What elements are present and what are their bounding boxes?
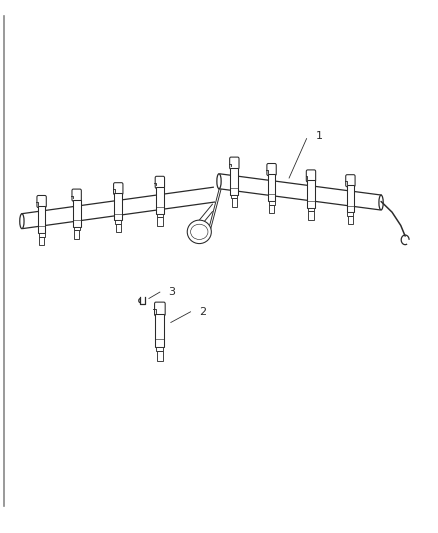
Bar: [307, 180, 315, 208]
Text: 1: 1: [315, 131, 322, 141]
Polygon shape: [21, 187, 215, 229]
Bar: [156, 187, 164, 214]
FancyBboxPatch shape: [346, 175, 355, 187]
Bar: [269, 205, 274, 213]
Bar: [308, 211, 314, 220]
FancyBboxPatch shape: [306, 170, 316, 182]
Bar: [157, 217, 162, 226]
FancyBboxPatch shape: [230, 157, 239, 169]
Bar: [39, 233, 45, 237]
Polygon shape: [218, 174, 382, 210]
Bar: [116, 224, 121, 232]
Bar: [155, 314, 164, 346]
Bar: [268, 174, 276, 201]
Text: 2: 2: [199, 307, 206, 317]
FancyBboxPatch shape: [155, 176, 165, 188]
Bar: [114, 193, 122, 221]
Bar: [308, 208, 314, 211]
Text: 3: 3: [169, 287, 176, 297]
Bar: [156, 346, 163, 351]
Bar: [157, 214, 163, 217]
Bar: [74, 230, 79, 239]
Bar: [268, 201, 275, 205]
Ellipse shape: [20, 214, 24, 229]
Bar: [232, 198, 237, 207]
Bar: [347, 213, 353, 216]
Bar: [346, 185, 354, 213]
Ellipse shape: [217, 174, 221, 189]
FancyBboxPatch shape: [37, 196, 46, 207]
FancyBboxPatch shape: [155, 302, 165, 316]
FancyBboxPatch shape: [113, 183, 123, 195]
Bar: [115, 221, 121, 224]
Bar: [73, 199, 81, 227]
FancyBboxPatch shape: [267, 164, 276, 175]
Bar: [230, 167, 238, 195]
Bar: [39, 237, 44, 245]
Bar: [157, 351, 163, 361]
Ellipse shape: [379, 195, 383, 210]
Bar: [231, 195, 237, 198]
Bar: [74, 227, 80, 230]
Bar: [38, 206, 46, 233]
Bar: [348, 216, 353, 224]
FancyBboxPatch shape: [72, 189, 81, 201]
Ellipse shape: [187, 220, 211, 244]
